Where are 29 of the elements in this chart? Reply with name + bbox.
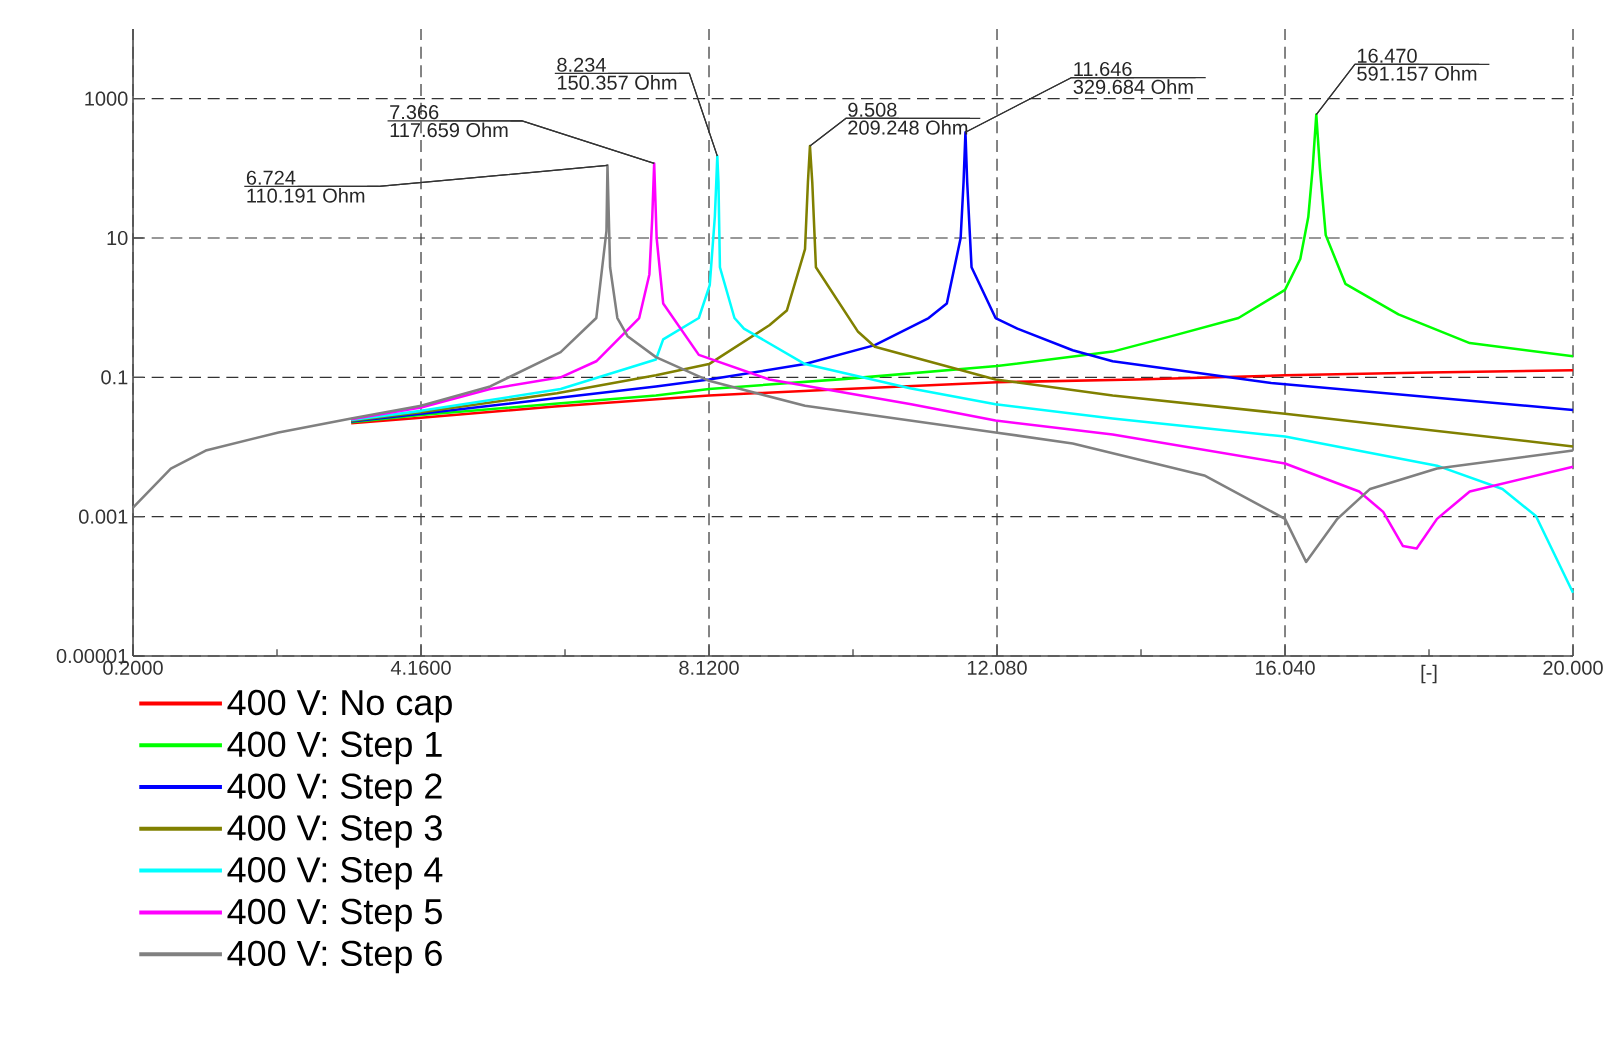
annotation: 7.366 xyxy=(390,105,439,120)
x-tick-label: 12.080 xyxy=(967,660,1027,675)
annotation: 16.470 xyxy=(1357,48,1417,63)
x-tick-label: 16.040 xyxy=(1255,660,1315,675)
legend-label: 400 V: Step 4 xyxy=(227,857,443,890)
legend-label: 400 V: Step 6 xyxy=(227,940,442,974)
annotation: 6.724 xyxy=(246,170,296,185)
annotation: 9.508 xyxy=(848,102,897,117)
legend-label: 400 V: Step 1 xyxy=(227,731,442,765)
annotation: 150.357 Ohm xyxy=(557,75,677,90)
legend-label: 400 V: Step 5 xyxy=(227,898,442,932)
legend-label: 400 V: No cap xyxy=(227,689,452,723)
x-axis-title: [-] xyxy=(1421,664,1437,684)
annotation: 329.684 Ohm xyxy=(1073,79,1193,94)
annotation: 209.248 Ohm xyxy=(848,120,968,135)
annotation: 110.191 Ohm xyxy=(247,188,365,203)
annotation: 117.659 Ohm xyxy=(390,122,508,138)
x-tick-label: 4.1600 xyxy=(390,660,451,675)
annotation: 8.234 xyxy=(557,57,606,72)
y-tick-label: 0.001 xyxy=(79,509,128,524)
y-tick-label: 0.1 xyxy=(101,370,128,385)
legend-label: 400 V: Step 3 xyxy=(227,815,442,848)
annotation: 11.646 xyxy=(1074,61,1132,77)
annotation: 591.157 Ohm xyxy=(1357,66,1477,81)
y-tick-label: 1000 xyxy=(85,91,128,106)
x-tick-label: 8.1200 xyxy=(679,660,739,675)
legend-label: 400 V: Step 2 xyxy=(227,773,442,807)
y-tick-label: 10 xyxy=(107,230,128,246)
x-tick-label: 20.000 xyxy=(1543,660,1603,675)
